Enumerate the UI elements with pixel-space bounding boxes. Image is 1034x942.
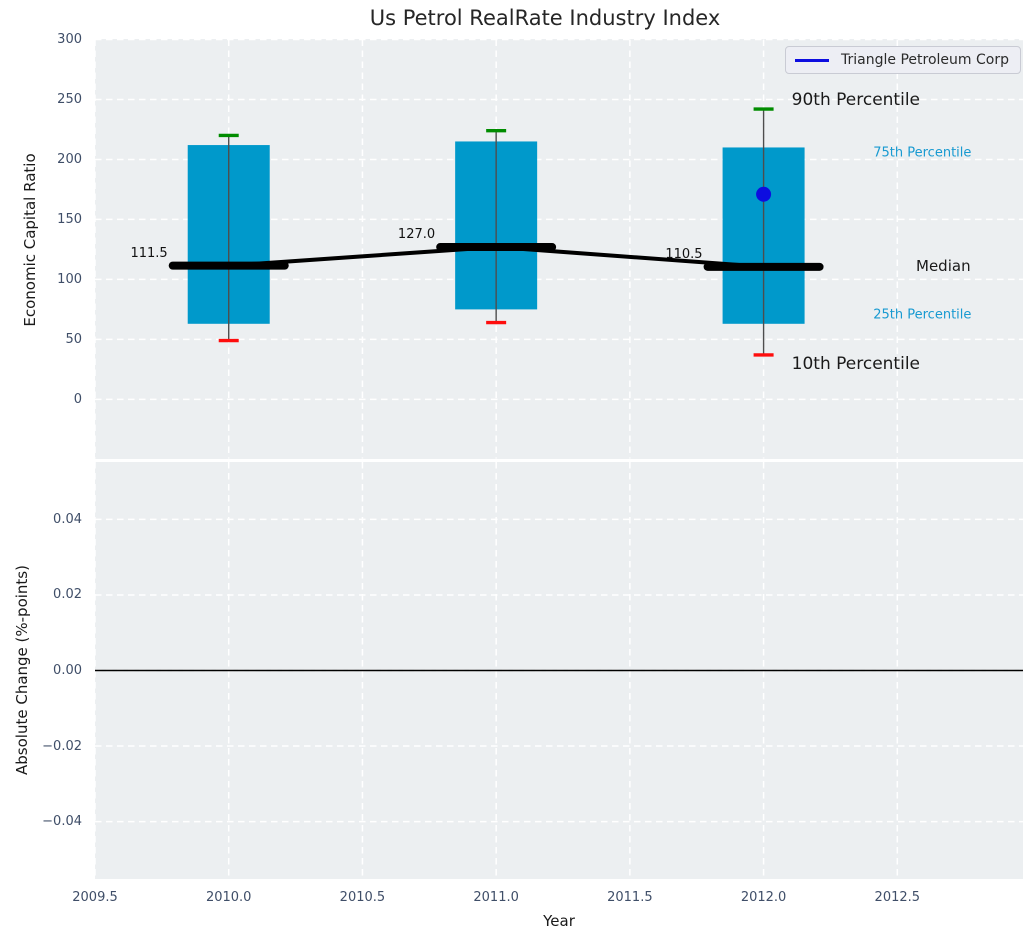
annotation-median: Median [916, 257, 971, 276]
bottom-y-tick-label: −0.04 [42, 814, 82, 830]
x-tick-label: 2010.5 [339, 890, 386, 905]
annotation-90th-percentile: 90th Percentile [791, 90, 921, 111]
median-value-label: 127.0 [397, 227, 436, 243]
top-y-tick-label: 150 [57, 211, 82, 227]
legend-line-swatch-icon [795, 58, 830, 62]
top-y-tick-label: 50 [65, 331, 82, 347]
top-y-tick-label: 250 [57, 91, 82, 107]
top-y-tick-label: 300 [57, 32, 82, 47]
bottom-y-tick-label: 0.00 [53, 663, 82, 678]
median-value-label: 111.5 [130, 245, 168, 261]
x-tick-label: 2010.0 [205, 890, 252, 905]
x-axis-label: Year [543, 912, 575, 930]
bottom-y-tick-label: 0.04 [53, 511, 82, 527]
x-tick-label: 2009.5 [72, 890, 118, 905]
chart-title: Us Petrol RealRate Industry Index [369, 6, 721, 30]
legend-series-label: Triangle Petroleum Corp [841, 52, 1009, 68]
top-y-axis-label: Economic Capital Ratio [21, 153, 39, 327]
legend: Triangle Petroleum Corp [785, 46, 1021, 74]
annotation-75th-percentile: 75th Percentile [873, 145, 972, 161]
x-tick-label: 2011.5 [607, 890, 653, 905]
series-point [756, 186, 772, 202]
bottom-y-tick-label: 0.02 [53, 587, 82, 603]
x-tick-label: 2012.5 [874, 890, 921, 905]
top-y-tick-label: 0 [73, 391, 82, 407]
x-tick-label: 2011.0 [473, 890, 519, 905]
annotation-10th-percentile: 10th Percentile [791, 353, 921, 374]
x-tick-label: 2012.0 [740, 890, 787, 905]
top-y-tick-label: 100 [57, 271, 82, 287]
bottom-y-tick-label: −0.02 [42, 738, 82, 754]
median-value-label: 110.5 [665, 246, 703, 262]
annotation-25th-percentile: 25th Percentile [873, 307, 972, 323]
top-y-tick-label: 200 [57, 151, 82, 167]
